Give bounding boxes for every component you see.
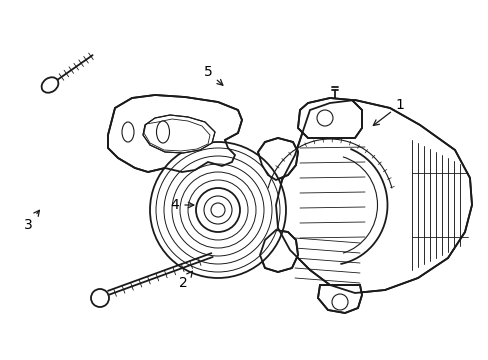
Polygon shape bbox=[317, 285, 361, 313]
Polygon shape bbox=[260, 230, 297, 272]
Text: 5: 5 bbox=[203, 65, 223, 85]
Text: 4: 4 bbox=[170, 198, 193, 212]
Ellipse shape bbox=[156, 121, 169, 143]
Polygon shape bbox=[258, 138, 297, 180]
Circle shape bbox=[331, 294, 347, 310]
Circle shape bbox=[150, 142, 285, 278]
Circle shape bbox=[203, 196, 231, 224]
Ellipse shape bbox=[41, 77, 58, 93]
Polygon shape bbox=[275, 100, 471, 293]
Circle shape bbox=[196, 188, 240, 232]
Circle shape bbox=[91, 289, 109, 307]
Ellipse shape bbox=[122, 122, 134, 142]
Text: 1: 1 bbox=[372, 98, 404, 126]
Text: 2: 2 bbox=[178, 271, 192, 290]
Polygon shape bbox=[297, 98, 361, 138]
Text: 3: 3 bbox=[23, 210, 40, 232]
Polygon shape bbox=[108, 95, 242, 172]
Polygon shape bbox=[142, 115, 215, 153]
Circle shape bbox=[316, 110, 332, 126]
